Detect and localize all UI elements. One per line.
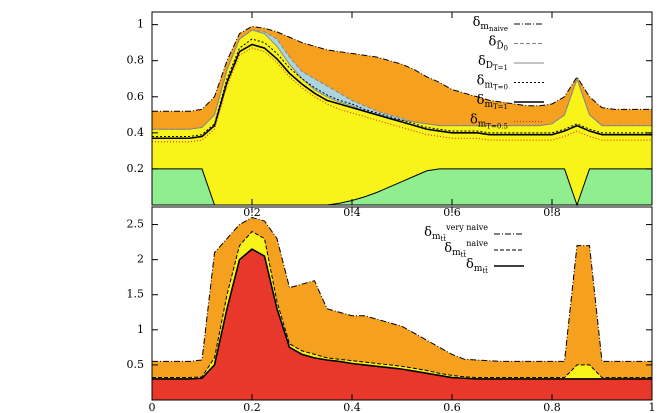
y-tick-label: 1.5: [127, 288, 145, 301]
area: [152, 30, 652, 205]
legend-label: δmT=0.5: [470, 112, 508, 131]
legend-sub: m: [484, 100, 493, 110]
legend-label: δmtt̄naive: [444, 239, 488, 259]
legend-subsub: 0: [504, 45, 508, 53]
x-tick-label: 0.6: [443, 401, 461, 413]
legend-name: δ: [478, 54, 486, 69]
line: [152, 25, 652, 112]
x-tick-label: 0.2: [243, 401, 261, 413]
legend-sub: D: [486, 61, 493, 71]
y-tick-label: 0.5: [127, 358, 145, 371]
legend-subsub: tt̄: [482, 265, 488, 275]
legend-sub: m: [432, 232, 441, 242]
legend-name: δ: [473, 15, 481, 30]
legend-label: δmT=0: [477, 73, 508, 92]
legend-subsub: T=0: [493, 84, 508, 92]
legend-sub: D̃: [496, 39, 503, 51]
legend-sub: m: [484, 80, 493, 90]
legend-name: δ: [470, 112, 478, 127]
area: [152, 249, 652, 400]
x-tick-label: 0: [149, 401, 156, 413]
legend-label: δDT=1: [478, 54, 508, 73]
line: [152, 29, 652, 130]
legend-name: δ: [477, 73, 485, 88]
legend-label: δmtt̄: [466, 257, 488, 276]
legend-name: δ: [477, 93, 485, 108]
plot-frame: [151, 206, 653, 401]
y-tick-label: 0.4: [127, 126, 145, 139]
y-tick-label: 1: [137, 323, 144, 336]
line: [152, 230, 652, 379]
x-tick-label: 0.4: [343, 401, 361, 413]
legend-sub: m: [478, 119, 487, 129]
y-tick-label: 2.5: [127, 218, 145, 231]
legend-name: δ: [488, 34, 496, 49]
legend-subsub: T=1: [493, 103, 508, 111]
legend-label: δD̃0: [488, 34, 508, 53]
line: [152, 216, 652, 362]
line: [152, 47, 652, 143]
line: [152, 248, 652, 380]
legend-sup: naive: [466, 239, 488, 248]
legend-label: δmT=1: [477, 93, 508, 112]
legend-sub: m: [452, 248, 461, 258]
legend-sub: m: [480, 22, 489, 32]
legend-subsub: T=1: [493, 64, 508, 72]
legend-sub: m: [474, 264, 483, 274]
area: [152, 168, 652, 205]
x-tick-label: 0.8: [543, 401, 561, 413]
legend-name: δ: [444, 241, 452, 256]
line: [152, 43, 652, 140]
y-tick-label: 0.8: [127, 54, 145, 67]
legend-name: δ: [466, 257, 474, 272]
y-tick-label: 0.6: [127, 90, 145, 103]
legend-sup: very naive: [445, 223, 488, 232]
y-tick-label: 2: [137, 253, 144, 266]
legend-subsub: tt̄: [461, 249, 467, 259]
legend-subsub: naive: [489, 25, 508, 33]
y-tick-label: 0.2: [127, 162, 145, 175]
legend-subsub: T=0.5: [486, 123, 508, 131]
y-tick-label: 1: [137, 18, 144, 31]
legend-name: δ: [424, 225, 432, 240]
plot-frame: [151, 11, 653, 206]
x-tick-label: 1: [649, 401, 656, 413]
line: [152, 38, 652, 137]
legend-label: δmnaive: [473, 15, 508, 34]
legend-label: δmtt̄very naive: [424, 223, 488, 243]
legend-subsub: tt̄: [440, 233, 446, 243]
